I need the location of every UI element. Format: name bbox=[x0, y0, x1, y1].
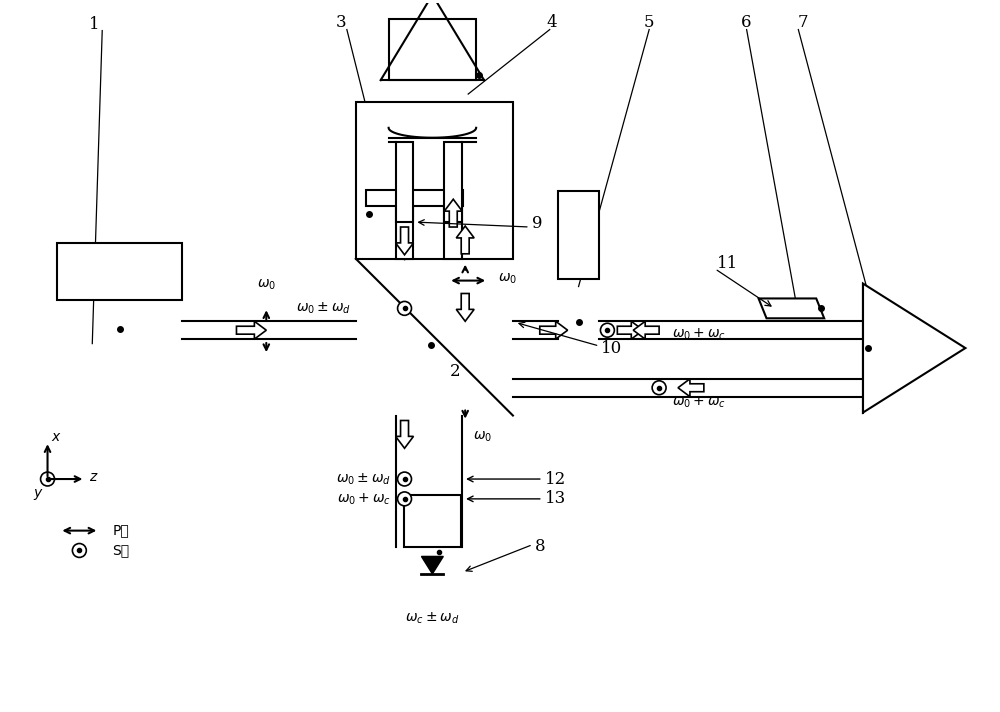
Polygon shape bbox=[678, 379, 704, 397]
Text: $\omega_0$: $\omega_0$ bbox=[257, 278, 276, 293]
Polygon shape bbox=[540, 321, 568, 339]
Text: $\omega_0+\omega_c$: $\omega_0+\omega_c$ bbox=[337, 491, 391, 506]
Bar bbox=[444, 206, 462, 258]
Text: P光: P光 bbox=[112, 523, 129, 538]
Polygon shape bbox=[456, 226, 474, 253]
Text: y: y bbox=[33, 486, 42, 500]
Polygon shape bbox=[759, 298, 824, 318]
Text: 5: 5 bbox=[644, 14, 654, 31]
Bar bbox=[558, 192, 599, 278]
Circle shape bbox=[600, 323, 614, 337]
Bar bbox=[404, 495, 461, 547]
Text: $\omega_0$: $\omega_0$ bbox=[498, 271, 517, 286]
Text: z: z bbox=[89, 470, 97, 484]
Polygon shape bbox=[617, 321, 643, 339]
Text: 2: 2 bbox=[449, 363, 460, 380]
Text: $\omega_c \pm \omega_d$: $\omega_c \pm \omega_d$ bbox=[405, 610, 459, 626]
Circle shape bbox=[398, 301, 411, 315]
Text: 6: 6 bbox=[741, 14, 752, 31]
Polygon shape bbox=[236, 321, 266, 339]
Text: 1: 1 bbox=[89, 16, 100, 33]
Bar bbox=[396, 206, 413, 258]
Text: 13: 13 bbox=[545, 491, 566, 508]
Bar bbox=[57, 243, 182, 300]
Text: $\omega_0 \pm \omega_d$: $\omega_0 \pm \omega_d$ bbox=[336, 471, 391, 487]
Text: x: x bbox=[52, 430, 60, 444]
Bar bbox=[366, 190, 463, 206]
Circle shape bbox=[72, 543, 86, 557]
Circle shape bbox=[652, 381, 666, 394]
Text: S光: S光 bbox=[112, 543, 129, 557]
Text: 4: 4 bbox=[546, 14, 557, 31]
Text: 3: 3 bbox=[336, 14, 346, 31]
Text: 8: 8 bbox=[535, 538, 545, 555]
Text: 10: 10 bbox=[601, 340, 623, 357]
Text: 12: 12 bbox=[545, 471, 566, 488]
Polygon shape bbox=[863, 283, 965, 412]
Bar bbox=[389, 19, 476, 80]
Text: $\omega_0+\omega_c$: $\omega_0+\omega_c$ bbox=[672, 394, 726, 410]
Text: $\omega_0+\omega_c$: $\omega_0+\omega_c$ bbox=[672, 327, 726, 342]
Text: 11: 11 bbox=[717, 255, 738, 272]
Polygon shape bbox=[396, 227, 413, 255]
Text: $\omega_0$: $\omega_0$ bbox=[473, 429, 492, 444]
Bar bbox=[396, 142, 413, 222]
Polygon shape bbox=[456, 293, 474, 321]
Text: 7: 7 bbox=[798, 14, 809, 31]
Text: $\omega_0 \pm \omega_d$: $\omega_0 \pm \omega_d$ bbox=[296, 300, 351, 316]
Polygon shape bbox=[633, 321, 659, 339]
Circle shape bbox=[398, 472, 411, 486]
Circle shape bbox=[41, 472, 54, 486]
Circle shape bbox=[398, 492, 411, 506]
Polygon shape bbox=[396, 421, 413, 449]
Bar bbox=[444, 142, 462, 222]
Bar bbox=[356, 102, 513, 258]
Polygon shape bbox=[421, 556, 443, 574]
Polygon shape bbox=[444, 199, 462, 227]
Text: 9: 9 bbox=[532, 214, 542, 231]
